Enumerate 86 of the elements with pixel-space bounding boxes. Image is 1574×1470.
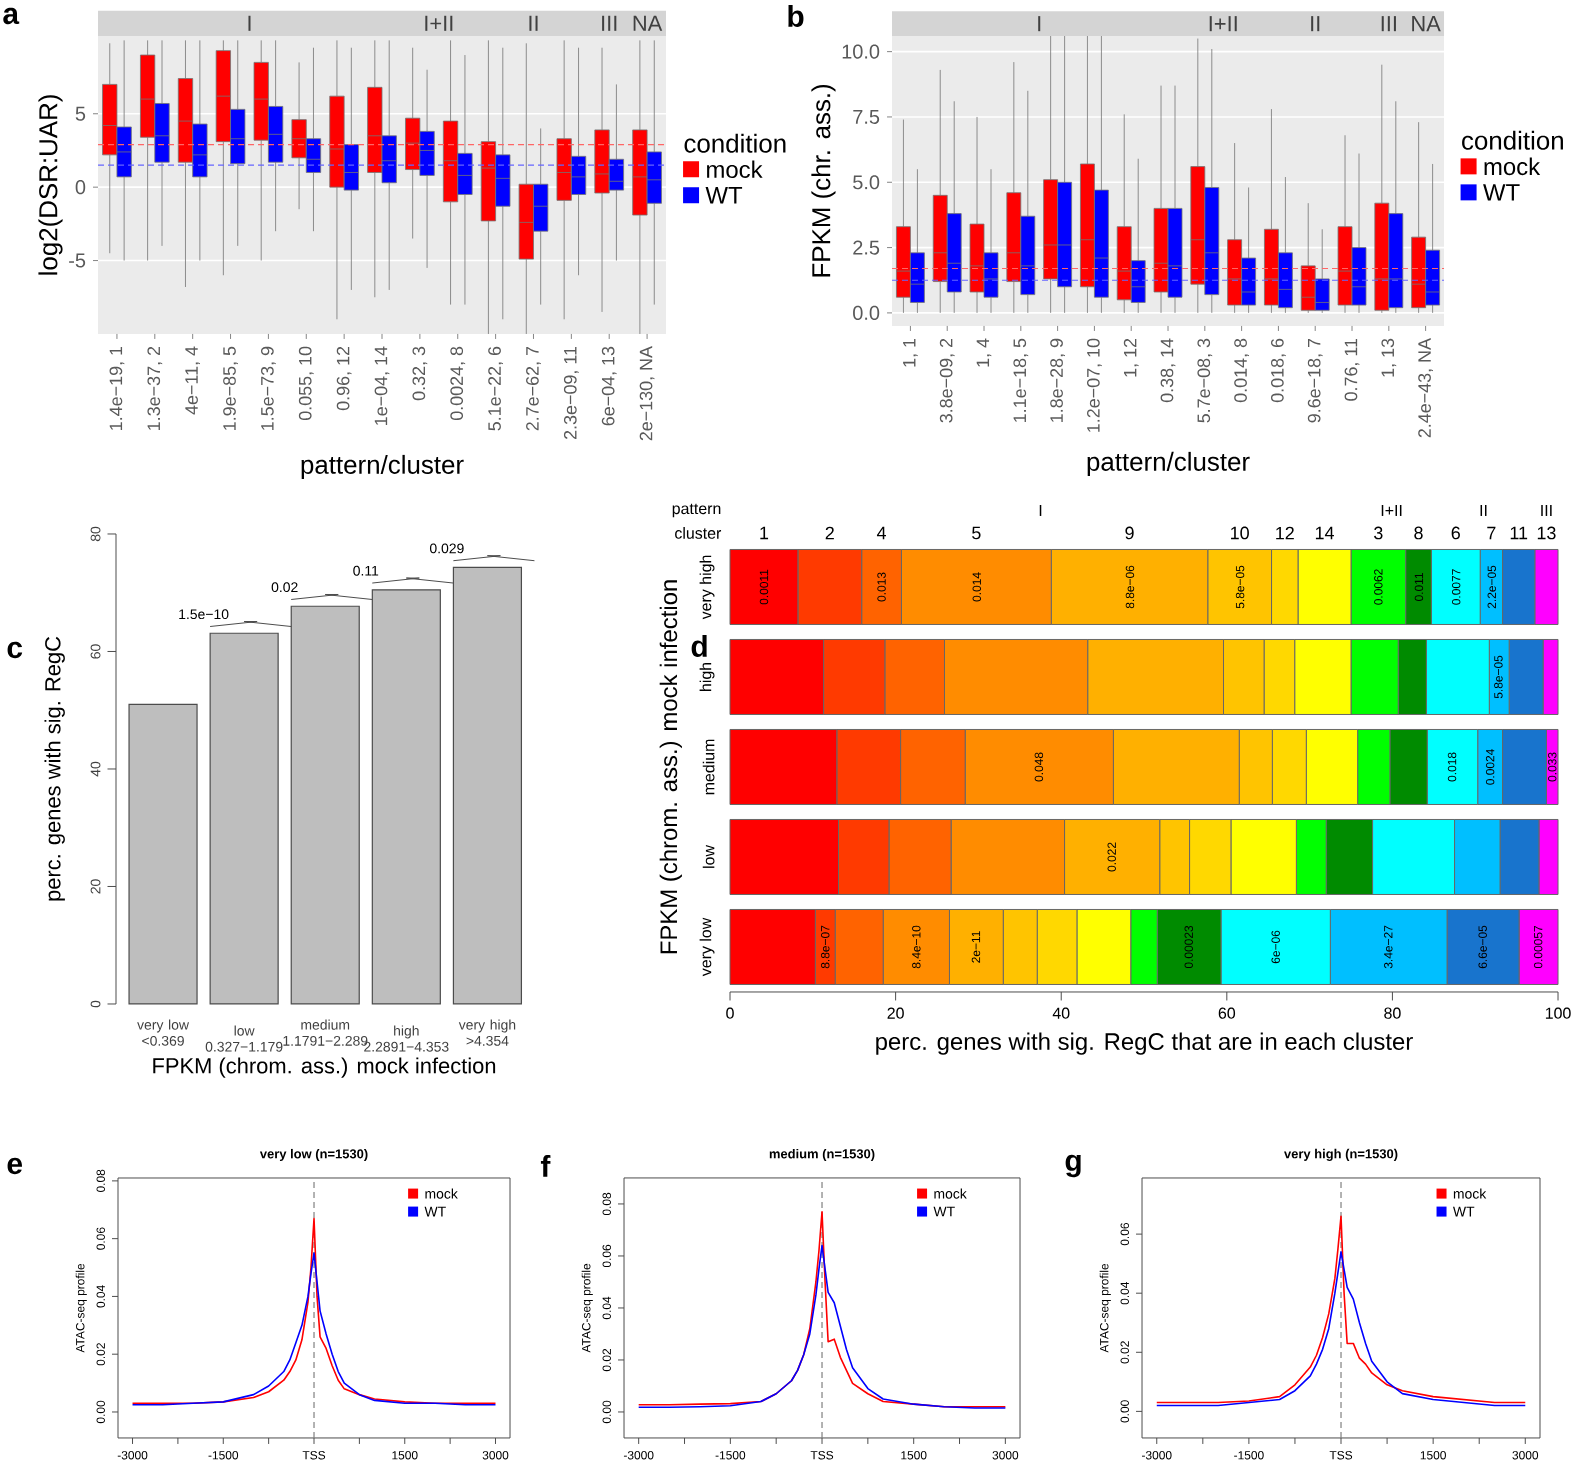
y-axis-title: log2(DSR:UAR) [38, 95, 63, 275]
x-tick-label: 2e−130, NA [639, 346, 655, 441]
x-axis-title: pattern/cluster [1087, 451, 1250, 477]
x-tick-label: 1.1e−18, 5 [1013, 338, 1029, 422]
legend-title: condition [1462, 130, 1563, 150]
legend-title: condition [684, 133, 786, 153]
series-label: 1 [760, 526, 769, 540]
y-axis-title: FPKM (chr. ass.) [811, 84, 836, 277]
y-tick-label: 7.5 [853, 109, 880, 124]
series-label: 13 [1537, 526, 1556, 540]
text: g [1065, 1154, 1081, 1178]
y-tick-label: 10.0 [842, 44, 880, 59]
line-series [131, 1252, 497, 1406]
text: II [529, 15, 538, 31]
legend-label: mock [1484, 157, 1541, 176]
y-tick-label: 2.5 [853, 240, 880, 255]
text: II [1311, 16, 1320, 32]
series-label: 12 [1276, 526, 1294, 540]
text: a [3, 7, 20, 25]
x-tick-label: 6e−04, 13 [601, 346, 617, 426]
x-tick-label: 0.76, 11 [1344, 338, 1360, 401]
x-tick-label: 1, 4 [976, 338, 992, 367]
x-tick-label: 2.4e−43, NA [1418, 338, 1434, 438]
x-tick-label: 0.018, 6 [1271, 338, 1286, 403]
series-label: 7 [1487, 526, 1496, 540]
x-tick-label: 0.055, 10 [298, 346, 314, 421]
x-tick-label: 1.4e−19, 1 [109, 346, 125, 430]
x-tick-label: 5.1e−22, 6 [488, 346, 504, 431]
x-tick-label: 1, 1 [903, 338, 918, 367]
bar [209, 632, 279, 1005]
x-tick-label: 0.32, 3 [412, 346, 428, 401]
legend-label: mock [707, 160, 763, 179]
text: I+II [1209, 16, 1237, 32]
series-label: 11 [1510, 526, 1528, 540]
x-tick-label: 0.96, 12 [336, 346, 352, 411]
x-tick-label: 3.8e−09, 2 [939, 338, 955, 423]
x-tick-label: 2.7e−62, 7 [526, 346, 541, 431]
x-tick-label: 1.8e−28, 9 [1050, 338, 1066, 422]
y-tick-label: -5 [69, 253, 86, 268]
x-tick-label: 1.5e−73, 9 [261, 346, 276, 430]
series-label: 2 [825, 526, 834, 540]
text: f [540, 1155, 551, 1177]
text: I+II [425, 15, 453, 31]
text: III [1381, 16, 1396, 32]
series-label: 4 [876, 526, 886, 540]
x-tick-label: 5.7e−08, 3 [1197, 338, 1213, 423]
text: III [602, 15, 617, 31]
x-axis-title: perc. genes with sig. RegC that are in each cluster [876, 1032, 1413, 1055]
text: NA [633, 15, 663, 31]
x-tick-label: 2.3e−09, 11 [563, 346, 579, 439]
x-tick-label: 9.6e−18, 7 [1307, 338, 1323, 423]
legend-label: WT [1483, 184, 1520, 201]
x-tick-label: 1, 13 [1381, 338, 1397, 377]
text: c [7, 641, 23, 659]
y-tick-label: 0.0 [853, 305, 880, 320]
bar [128, 703, 198, 1005]
y-tick-label: 0 [75, 180, 86, 195]
x-tick-label: 1.2e−07, 10 [1087, 338, 1102, 432]
x-axis-title: pattern/cluster [301, 454, 464, 480]
y-tick-label: 5 [75, 106, 86, 121]
x-tick-label: 0.014, 8 [1234, 338, 1250, 403]
x-tick-label: 1, 12 [1123, 338, 1139, 377]
x-tick-label: 0.0024, 8 [450, 346, 466, 421]
series-label: 3 [1374, 526, 1383, 540]
series-label: 10 [1231, 526, 1249, 540]
text: d [691, 635, 707, 657]
series-label: 14 [1315, 526, 1334, 540]
legend-label: WT [705, 187, 743, 204]
x-tick-label: 1e−04, 14 [374, 346, 390, 425]
text: b [788, 4, 804, 27]
x-axis-title: FPKM (chrom. ass.) mock infection [153, 1057, 496, 1078]
y-axis-title: FPKM (chrom. ass.) mock infection [659, 580, 682, 954]
series-label: 6 [1451, 526, 1460, 540]
x-tick-label: 1.9e−85, 5 [223, 346, 238, 430]
text: I [248, 15, 251, 31]
x-tick-label: 0.38, 14 [1160, 338, 1176, 403]
series-label: 8 [1414, 526, 1423, 540]
y-tick-label: 5.0 [853, 175, 880, 190]
text: I [1038, 16, 1041, 32]
x-tick-label: 1.3e−37, 2 [147, 346, 163, 430]
text: e [7, 1157, 23, 1175]
text: NA [1412, 16, 1441, 32]
series-label: 5 [972, 526, 981, 540]
y-axis-title: perc. genes with sig. RegC [44, 636, 65, 901]
series-label: 9 [1125, 526, 1134, 540]
x-tick-label: 4e−11, 4 [185, 346, 200, 415]
